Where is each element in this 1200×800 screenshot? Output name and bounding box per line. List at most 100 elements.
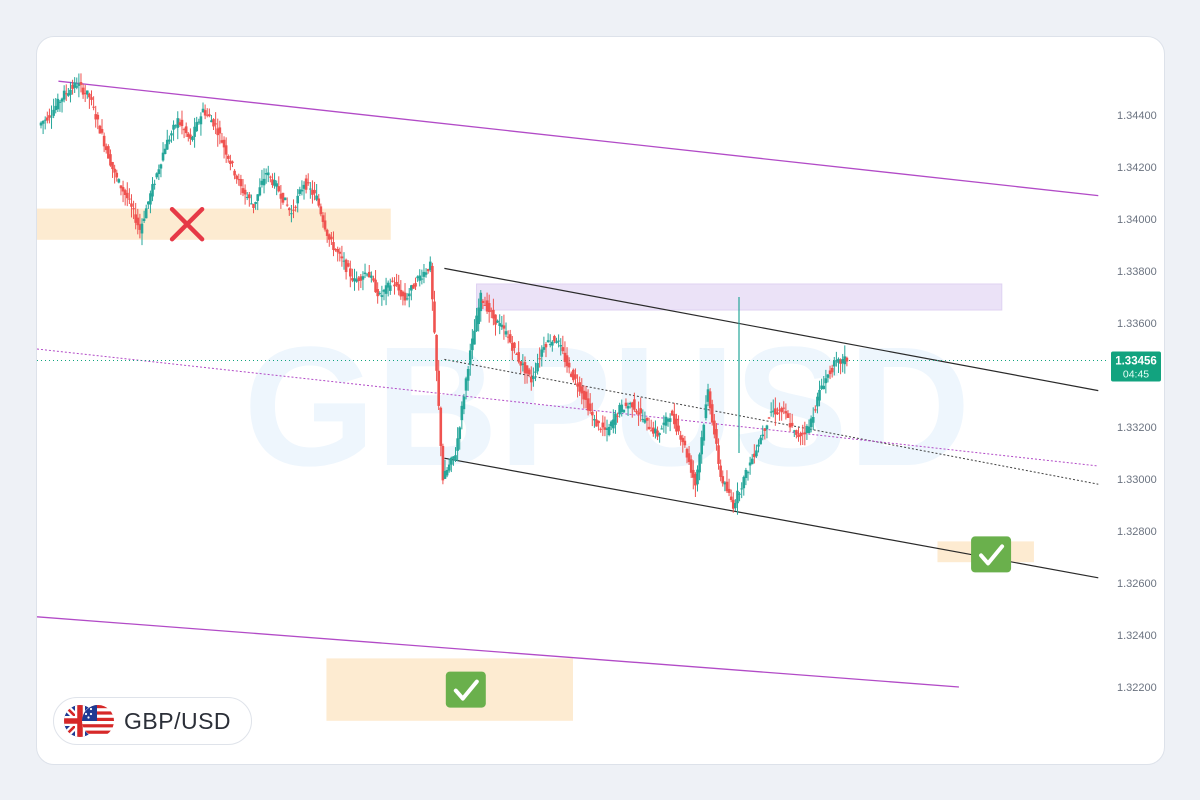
candle-body bbox=[447, 464, 451, 471]
candle-body bbox=[395, 281, 398, 286]
candle-body bbox=[142, 218, 146, 222]
candle-body bbox=[149, 193, 152, 205]
candle-body bbox=[237, 179, 241, 181]
candle-body bbox=[816, 396, 819, 407]
candle-body bbox=[418, 275, 422, 281]
candle-body bbox=[214, 123, 217, 125]
candle-body bbox=[721, 476, 725, 484]
candle-body bbox=[115, 172, 119, 178]
candle-body bbox=[515, 353, 518, 355]
candle-body bbox=[664, 416, 668, 426]
candle-body bbox=[774, 408, 777, 415]
candle-body bbox=[673, 413, 676, 425]
candle-body bbox=[517, 352, 520, 362]
current-price-tag bbox=[1111, 351, 1161, 382]
candle-body bbox=[471, 338, 474, 351]
candle-body bbox=[281, 192, 285, 203]
candle-body bbox=[73, 82, 76, 88]
candle-body bbox=[675, 418, 678, 432]
candle-body bbox=[536, 363, 539, 372]
candle-body bbox=[694, 474, 697, 486]
candle-body bbox=[639, 408, 642, 414]
y-tick-label: 1.32800 bbox=[1117, 526, 1157, 538]
candle-body bbox=[795, 430, 798, 435]
candle-body bbox=[548, 344, 552, 346]
candle-body bbox=[835, 360, 838, 362]
candle-body bbox=[713, 420, 716, 435]
symbol-pill[interactable]: GBP/USD bbox=[53, 697, 253, 745]
check-icon bbox=[445, 671, 486, 708]
candle-body bbox=[586, 398, 590, 411]
candle-body bbox=[445, 469, 449, 476]
check-icon bbox=[971, 536, 1012, 573]
candle-body bbox=[660, 428, 664, 430]
candle-body bbox=[563, 352, 567, 362]
candle-body bbox=[679, 435, 682, 440]
candle-body bbox=[233, 170, 236, 176]
candle-body bbox=[306, 182, 310, 184]
candle-body bbox=[700, 437, 704, 455]
price-chart[interactable]: GBPUSD 1.34400 1.34200 1.34000 1.33800 1.3360… bbox=[37, 37, 1164, 764]
candle-body bbox=[224, 145, 228, 155]
candle-body bbox=[643, 419, 647, 423]
flags-icon bbox=[64, 705, 114, 737]
candle-body bbox=[325, 229, 329, 236]
candle-body bbox=[740, 488, 743, 490]
y-tick-label: 1.32600 bbox=[1117, 578, 1157, 590]
candle-body bbox=[136, 217, 140, 226]
candle-body bbox=[553, 336, 556, 342]
candle-body bbox=[94, 114, 98, 120]
candle-body bbox=[273, 179, 276, 186]
candle-body bbox=[384, 285, 388, 294]
candle-body bbox=[489, 310, 493, 312]
candle-body bbox=[231, 161, 234, 163]
candle-body bbox=[803, 432, 807, 435]
candle-body bbox=[814, 409, 817, 411]
candle-body bbox=[285, 204, 289, 206]
candle-body bbox=[161, 152, 165, 161]
candle-body bbox=[104, 146, 108, 151]
candle-body bbox=[304, 178, 308, 190]
candle-body bbox=[422, 271, 426, 277]
candle-body bbox=[275, 183, 278, 187]
candle-body bbox=[763, 428, 767, 431]
candle-body bbox=[820, 385, 823, 389]
candle-body bbox=[656, 430, 659, 437]
candle-body bbox=[397, 284, 401, 291]
candle-body bbox=[60, 98, 64, 102]
candle-body bbox=[67, 93, 70, 96]
candle-body bbox=[601, 422, 605, 428]
candle-body bbox=[830, 367, 834, 373]
candle-body bbox=[473, 330, 476, 345]
candle-body bbox=[742, 476, 746, 489]
candle-body bbox=[637, 412, 640, 415]
candle-body bbox=[367, 271, 371, 278]
candle-body bbox=[353, 278, 356, 282]
candle-body bbox=[487, 303, 491, 313]
candle-body bbox=[698, 454, 701, 473]
candle-body bbox=[654, 428, 657, 434]
y-tick-label: 1.33200 bbox=[1117, 422, 1157, 434]
candle-body bbox=[559, 345, 563, 347]
candle-body bbox=[174, 125, 177, 127]
candle-body bbox=[119, 185, 123, 189]
candle-body bbox=[731, 499, 735, 509]
candle-body bbox=[248, 194, 251, 199]
candle-body bbox=[199, 116, 203, 125]
candle-body bbox=[359, 276, 363, 281]
candle-body bbox=[332, 242, 335, 250]
candle-body bbox=[250, 203, 253, 205]
candle-body bbox=[771, 410, 775, 412]
candle-body bbox=[302, 184, 306, 189]
candle-body bbox=[64, 93, 68, 95]
candle-body bbox=[241, 188, 245, 194]
candle-body bbox=[776, 412, 779, 415]
candle-body bbox=[725, 481, 729, 492]
candle-body bbox=[69, 89, 72, 95]
candle-body bbox=[197, 121, 201, 123]
candle-body bbox=[363, 272, 367, 274]
candle-body bbox=[342, 260, 346, 262]
candle-body bbox=[168, 139, 171, 142]
candle-body bbox=[210, 120, 213, 123]
candle-body bbox=[748, 462, 752, 466]
